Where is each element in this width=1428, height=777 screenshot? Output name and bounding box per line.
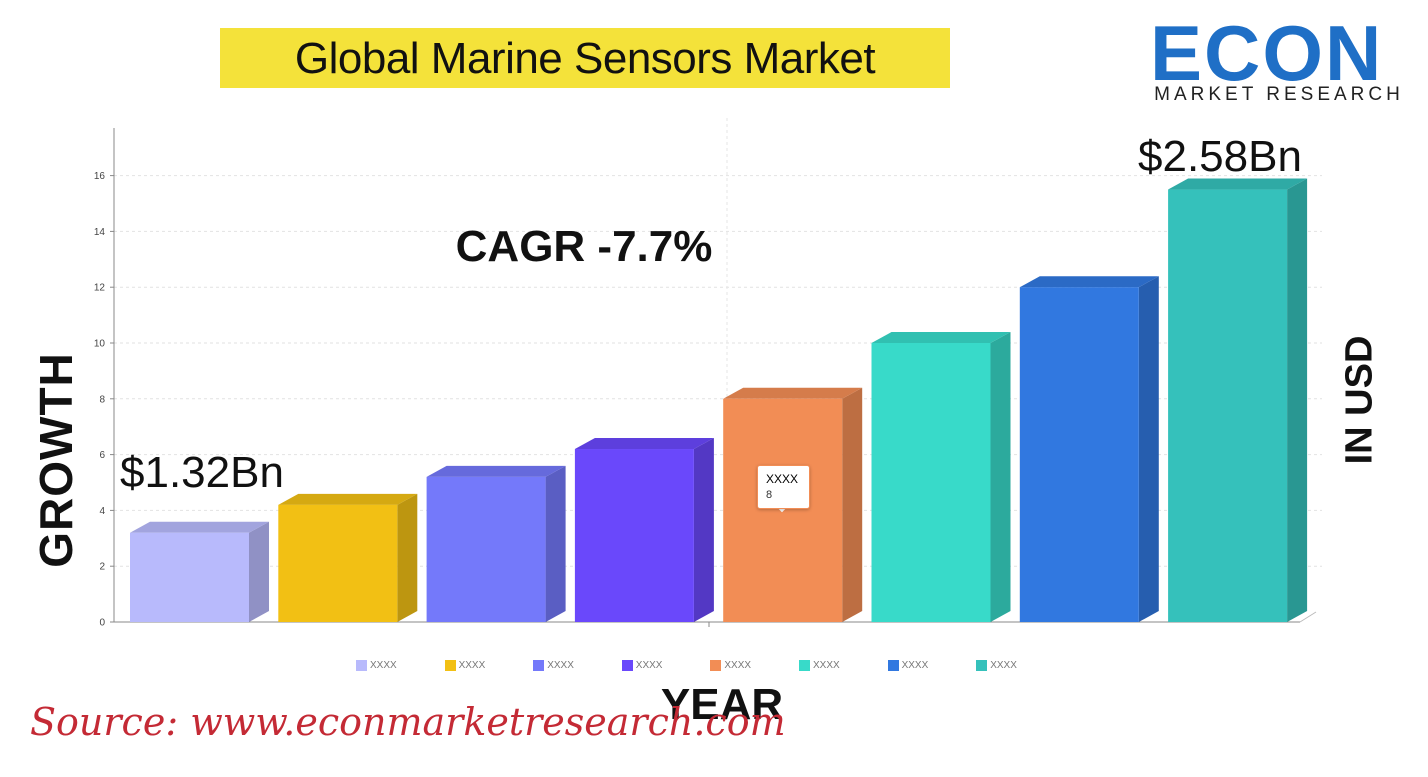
chart-title: Global Marine Sensors Market <box>294 34 876 83</box>
tooltip-series-name: XXXX <box>766 472 799 486</box>
legend-item[interactable]: XXXX <box>533 660 574 674</box>
bar-side <box>1287 178 1308 623</box>
logo-subtitle: MARKET RESEARCH <box>1154 84 1404 105</box>
bar-top <box>1168 178 1308 190</box>
bar <box>1019 287 1139 622</box>
y-tick-label: 8 <box>99 394 105 405</box>
y-axis-title: GROWTH <box>30 352 82 568</box>
bar <box>1168 189 1288 623</box>
legend-label: XXXX <box>724 660 752 672</box>
bar-tooltip: XXXX 8 <box>757 465 810 509</box>
legend-swatch <box>887 660 899 671</box>
bar-top <box>130 521 269 533</box>
chart-legend: XXXX XXXX XXXX XXXX XXXX XXXX XXXX XXXX <box>356 660 1056 676</box>
logo-wordmark: ECON <box>1150 9 1384 97</box>
bar-side <box>397 493 418 622</box>
source-credit: Source: www.econmarketresearch.com <box>30 700 786 744</box>
y-tick-label: 4 <box>99 506 105 517</box>
legend-item[interactable]: XXXX <box>621 660 663 674</box>
y-tick-label: 10 <box>94 339 106 350</box>
bar-side <box>842 387 863 622</box>
start-value-annotation: $1.32Bn <box>120 448 284 497</box>
legend-item[interactable]: XXXX <box>356 660 397 674</box>
legend-swatch <box>710 660 722 671</box>
bar-side <box>545 465 566 622</box>
legend-label: XXXX <box>547 660 574 672</box>
legend-swatch <box>621 660 633 671</box>
x-axis-depth <box>1299 611 1317 623</box>
tooltip-value: 8 <box>766 489 773 501</box>
x-axis-title: YEAR <box>660 680 784 729</box>
legend-item[interactable]: XXXX <box>799 660 840 674</box>
bar-top <box>278 493 418 505</box>
legend-item[interactable]: XXXX <box>976 660 1017 674</box>
legend-label: XXXX <box>458 660 486 672</box>
bar-top <box>871 332 1011 343</box>
bar-top <box>574 438 714 450</box>
bar <box>574 449 694 622</box>
legend-label: XXXX <box>370 660 397 672</box>
y-tick-label: 12 <box>94 283 106 294</box>
legend-item[interactable]: XXXX <box>710 660 751 674</box>
legend-label: XXXX <box>635 660 663 672</box>
legend-swatch <box>976 660 988 671</box>
legend-item[interactable]: XXXX <box>887 660 929 674</box>
y-tick-label: 0 <box>99 618 105 629</box>
legend-item[interactable]: XXXX <box>444 660 486 674</box>
bar <box>871 343 991 622</box>
bar-top <box>723 387 863 399</box>
y-tick-label: 2 <box>99 562 105 573</box>
y-tick-label: 6 <box>99 450 105 461</box>
bar-side <box>1138 276 1159 622</box>
bar <box>426 476 546 622</box>
bar-top <box>426 465 566 477</box>
legend-label: XXXX <box>901 660 929 672</box>
bar-side <box>249 521 269 622</box>
y-axis-title-right: IN USD <box>1338 335 1381 465</box>
y-tick-label: 16 <box>94 171 106 182</box>
bar <box>278 504 398 622</box>
end-value-annotation: $2.58Bn <box>1138 132 1302 181</box>
bar-side <box>990 332 1011 622</box>
cagr-annotation: CAGR -7.7% <box>455 222 713 271</box>
legend-swatch <box>444 660 456 671</box>
legend-swatch <box>533 660 545 671</box>
legend-label: XXXX <box>813 660 840 672</box>
y-tick-label: 14 <box>94 227 106 238</box>
econ-logo: ECON MARKET RESEARCH <box>1148 8 1410 108</box>
legend-label: XXXX <box>990 660 1017 672</box>
bar-top <box>1019 276 1159 288</box>
bar <box>130 532 249 622</box>
bar-side <box>693 438 714 622</box>
chart-title-banner: Global Marine Sensors Market <box>220 28 950 88</box>
legend-swatch <box>799 660 810 671</box>
legend-swatch <box>356 660 367 671</box>
